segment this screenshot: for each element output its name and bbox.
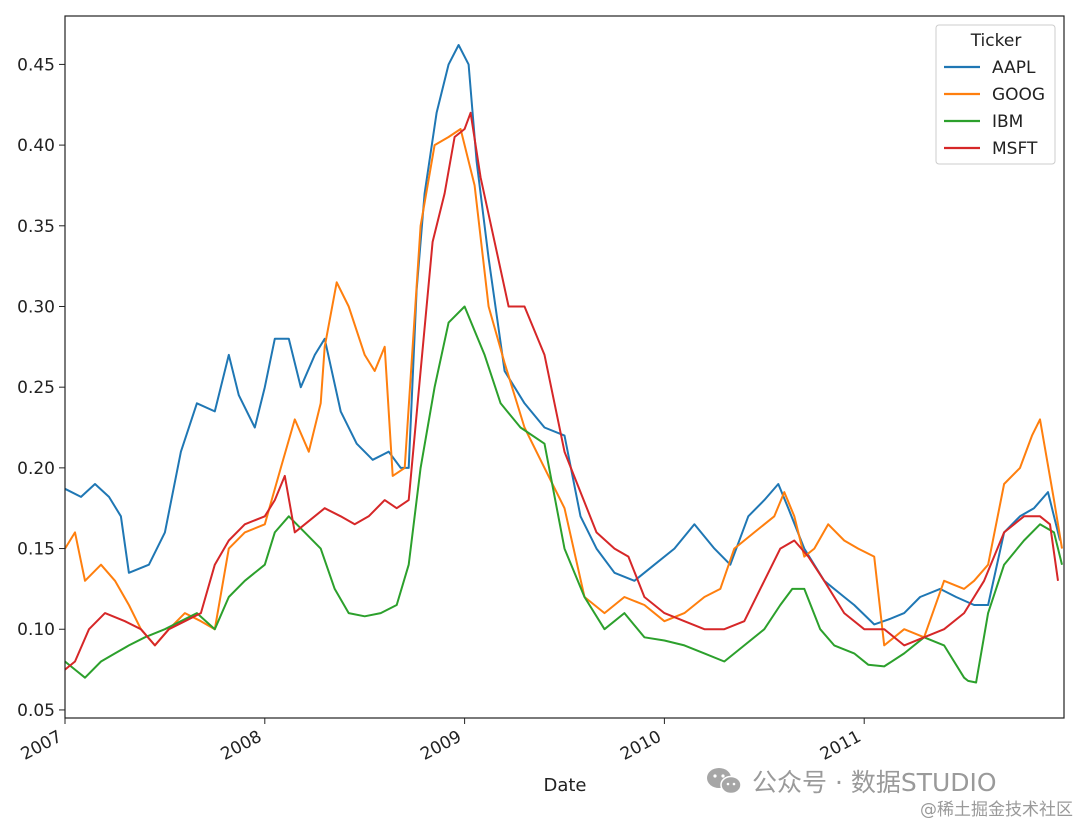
y-tick-label: 0.10 bbox=[17, 620, 55, 640]
series-layer bbox=[64, 44, 1063, 684]
watermark-channel-name: 数据STUDIO bbox=[851, 768, 997, 797]
legend-title: Ticker bbox=[970, 31, 1022, 51]
series-line-goog bbox=[64, 128, 1063, 647]
wechat-icon bbox=[707, 768, 742, 795]
axes-frame bbox=[64, 15, 1065, 719]
series-line-aapl bbox=[64, 44, 1061, 626]
watermark-community: @稀土掘金技术社区 bbox=[920, 800, 1073, 820]
x-axis-title: Date bbox=[543, 775, 586, 796]
y-tick-label: 0.45 bbox=[17, 55, 55, 75]
y-tick-label: 0.15 bbox=[17, 540, 55, 560]
legend-label-msft: MSFT bbox=[992, 139, 1038, 159]
series-line-msft bbox=[64, 111, 1059, 671]
watermark-channel: 公众号 · 数据STUDIO bbox=[752, 768, 997, 797]
y-tick-label: 0.20 bbox=[17, 459, 55, 479]
plot-area bbox=[64, 15, 1065, 719]
y-tick-label: 0.35 bbox=[17, 217, 55, 237]
y-tick-label: 0.05 bbox=[17, 701, 55, 721]
legend-items: AAPL GOOG IBM MSFT bbox=[944, 58, 1045, 159]
legend: Ticker AAPL GOOG IBM MSFT bbox=[935, 24, 1056, 165]
legend-frame bbox=[935, 24, 1056, 165]
legend-label-ibm: IBM bbox=[992, 112, 1023, 132]
y-tick-label: 0.30 bbox=[17, 297, 55, 317]
legend-label-aapl: AAPL bbox=[992, 58, 1036, 78]
watermark: 公众号 · 数据STUDIO @稀土掘金技术社区 bbox=[707, 768, 1073, 820]
axes-background bbox=[65, 16, 1064, 718]
watermark-channel-prefix: 公众号 · bbox=[752, 768, 851, 797]
y-tick-label: 0.25 bbox=[17, 378, 55, 398]
legend-label-goog: GOOG bbox=[992, 85, 1045, 105]
y-axis: 0.05 0.10 0.15 0.20 0.25 0.30 0.35 0.40 0.45 bbox=[17, 55, 65, 721]
series-line-ibm bbox=[64, 305, 1063, 684]
y-tick-label: 0.40 bbox=[17, 136, 55, 156]
